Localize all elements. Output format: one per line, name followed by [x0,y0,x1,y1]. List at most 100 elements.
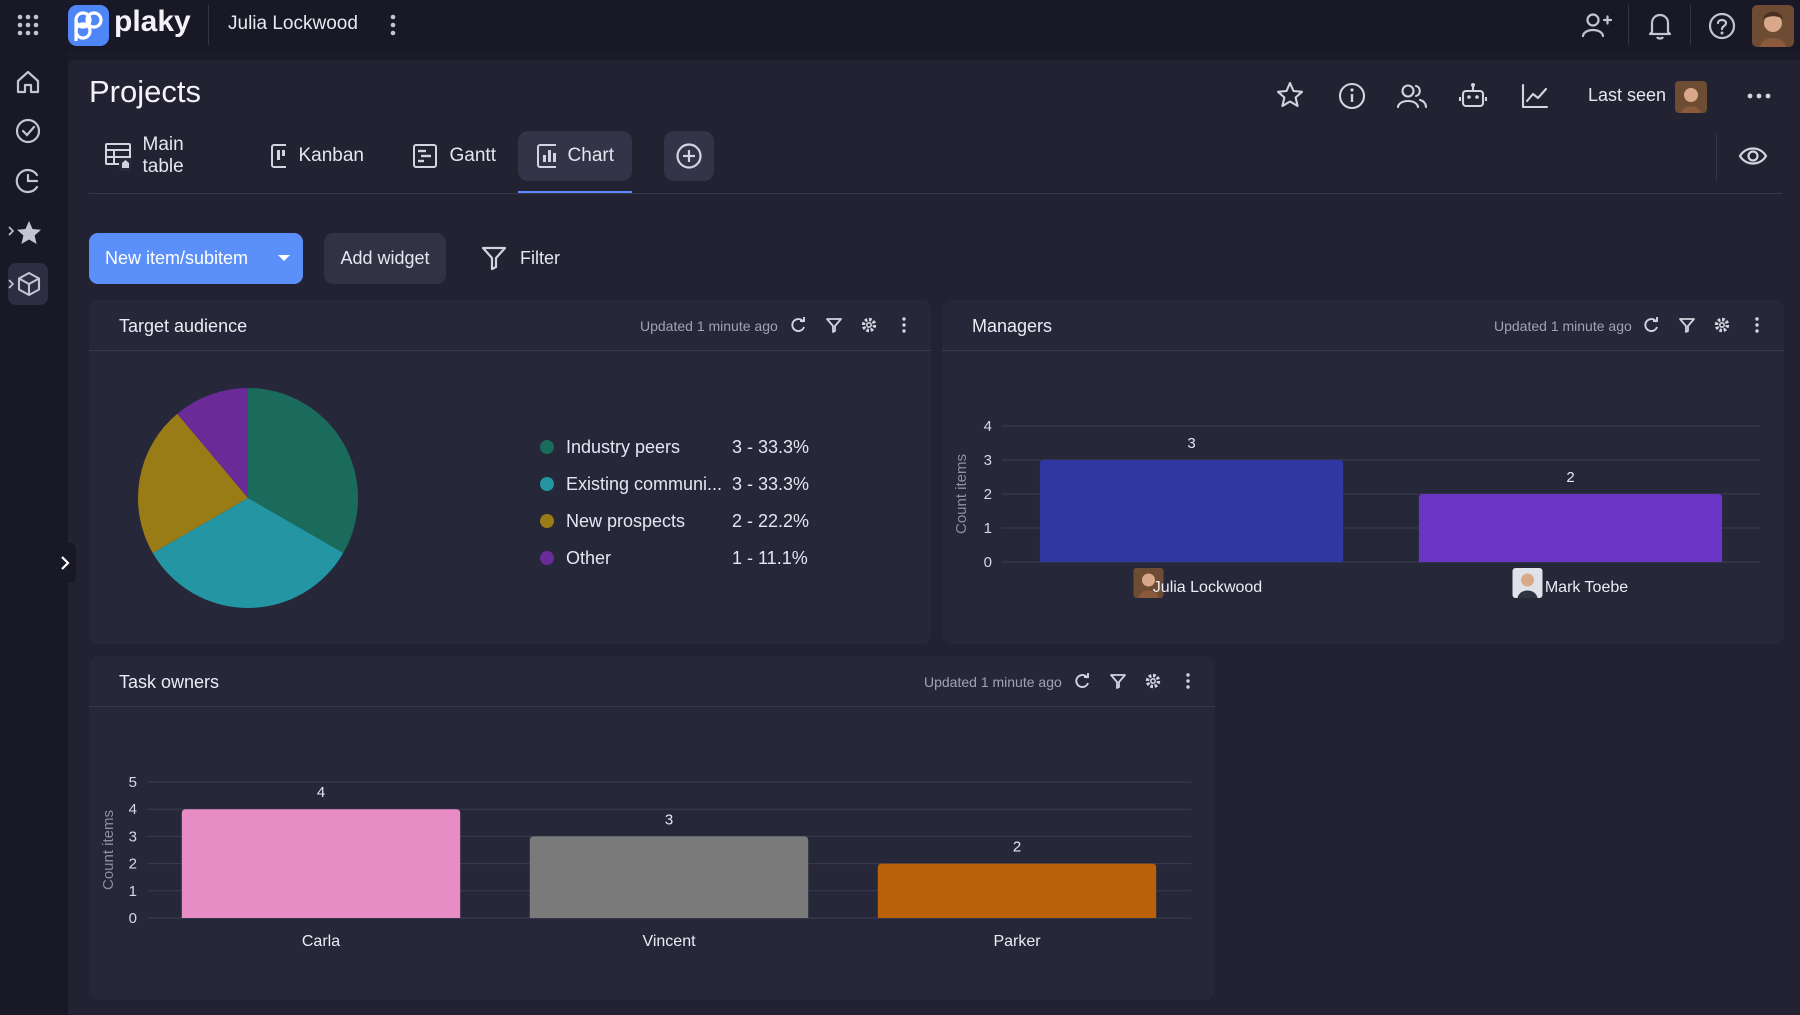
widget-header-divider [942,350,1784,351]
new-item-button[interactable]: New item/subitem [89,233,303,284]
widget-title: Task owners [119,672,220,692]
tabs-divider [89,193,1782,194]
bar-value-label: 3 [665,811,673,828]
visibility-eye-icon[interactable] [1738,143,1768,169]
legend-color-dot [540,477,554,491]
legend-color-dot [540,551,554,565]
task-owners-bar-chart: 0 1 2 3 4 5 Count items 4 Carla 3 Vincent 2 Parker [100,774,1191,950]
widget-header-divider [89,706,1215,707]
invite-user-icon[interactable] [1582,12,1612,38]
legend-item[interactable]: Industry peers 3 - 33.3% [540,432,809,462]
tab-gantt[interactable]: Gantt [394,131,514,181]
widget-filter-icon[interactable] [825,316,843,334]
widget-updated-time: Updated 1 minute ago [1494,318,1632,334]
caret-down-icon[interactable] [278,255,290,261]
my-work-check-icon[interactable] [15,118,41,144]
y-tick-label: 3 [129,828,137,845]
legend-item[interactable]: Other 1 - 11.1% [540,543,808,573]
legend-item[interactable]: New prospects 2 - 22.2% [540,506,809,536]
y-tick-label: 2 [984,486,992,503]
avatar-body [1138,590,1159,598]
bar[interactable] [181,809,461,918]
user-avatar[interactable] [1752,5,1794,47]
add-view-button[interactable] [664,131,714,181]
tab-kanban[interactable]: Kanban [252,131,382,181]
settings-gear-icon[interactable] [1143,671,1163,691]
widget-filter-icon[interactable] [1109,672,1127,690]
divider [1690,5,1691,45]
settings-gear-icon[interactable] [859,315,879,335]
chevron-right-icon[interactable] [8,279,14,289]
y-tick-label: 4 [129,801,137,818]
bar-value-label: 2 [1566,469,1574,486]
brand-name: plaky [114,5,191,38]
bar[interactable] [529,836,809,918]
notifications-bell-icon[interactable] [1648,12,1672,40]
filter-button[interactable]: Filter [480,240,560,276]
legend-label: Other [566,547,612,568]
filter-icon [481,246,507,271]
y-tick-label: 5 [129,774,137,791]
widget-more-icon[interactable] [900,316,908,334]
bar[interactable] [1418,494,1723,562]
bar[interactable] [877,863,1157,918]
x-category-label: Parker [993,933,1041,950]
refresh-icon[interactable] [1073,672,1091,690]
widget-more-icon[interactable] [1753,316,1761,334]
legend-color-dot [540,514,554,528]
avatar-face [1521,573,1534,587]
legend-label: New prospects [566,510,686,531]
last-seen-avatar[interactable] [1675,81,1707,113]
pie-slice[interactable] [177,388,248,498]
chevron-right-icon [61,556,70,570]
tab-main-table[interactable]: Main table [86,131,238,181]
bar[interactable] [1039,460,1344,562]
info-icon[interactable] [1338,82,1366,110]
plaky-logo-icon[interactable] [68,5,109,46]
favorite-star-icon[interactable] [1276,81,1304,109]
add-widget-button[interactable]: Add widget [324,233,446,284]
divider [208,5,209,45]
bar-value-label: 4 [317,784,325,801]
help-icon[interactable] [1708,12,1736,40]
tab-chart[interactable]: Chart [518,131,632,181]
automation-robot-icon[interactable] [1458,81,1488,111]
members-icon[interactable] [1396,82,1428,110]
managers-bar-chart: 0 1 2 3 4 Count items 3 Julia Lockwood 2 Mark Toe… [953,418,1760,598]
refresh-icon[interactable] [789,316,807,334]
top-bar [0,0,1800,52]
legend-item[interactable]: Existing communi... 3 - 33.3% [540,469,809,499]
workspace-name[interactable]: Julia Lockwood [228,13,358,34]
sidebar-collapse-toggle[interactable] [54,543,76,583]
widget-more-icon[interactable] [1184,672,1192,690]
workspace-cube-icon [17,271,41,297]
settings-gear-icon[interactable] [1712,315,1732,335]
kanban-icon [271,144,287,168]
favorites-star-icon[interactable] [15,219,43,247]
analytics-icon[interactable] [1520,82,1550,110]
more-horizontal-icon[interactable] [1746,92,1772,100]
pie-slice[interactable] [248,388,358,553]
widget-filter-icon[interactable] [1678,316,1696,334]
avatar-face [1142,573,1155,587]
more-vertical-icon[interactable] [388,13,398,37]
legend-label: Existing communi... [566,473,723,494]
y-tick-label: 2 [129,856,137,873]
y-tick-label: 1 [984,520,992,537]
legend-value: 3 - 33.3% [732,473,810,494]
pie-slice[interactable] [138,413,248,553]
home-icon[interactable] [15,69,41,95]
x-category-label: Vincent [642,933,696,950]
plus-circle-icon [676,143,702,169]
legend-value: 1 - 11.1% [732,547,808,568]
y-tick-label: 4 [984,418,992,435]
widget-title: Managers [972,316,1053,336]
app-grid-icon[interactable] [17,14,39,36]
gantt-icon [413,144,437,168]
refresh-icon[interactable] [1642,316,1660,334]
chevron-right-icon[interactable] [8,226,14,236]
y-tick-label: 1 [129,883,137,900]
recent-activity-icon[interactable] [15,168,41,194]
filter-label: Filter [520,247,560,268]
last-seen-label[interactable]: Last seen [1588,85,1667,105]
